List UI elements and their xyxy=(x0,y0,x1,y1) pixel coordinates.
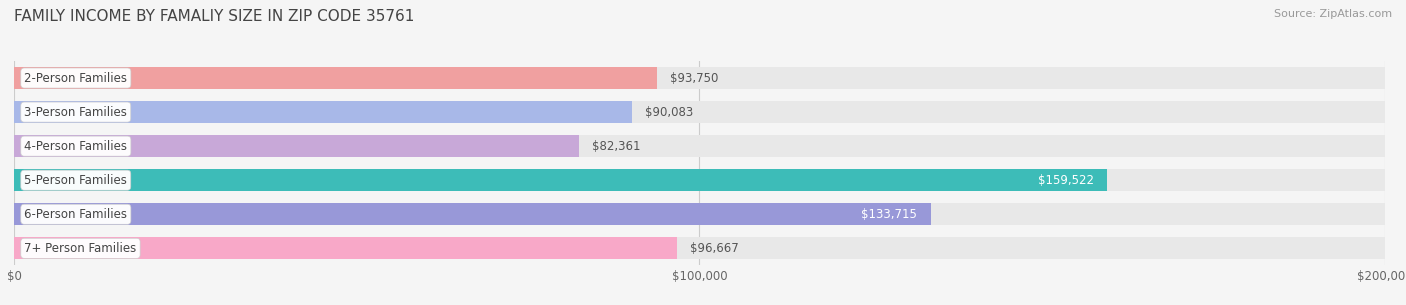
Bar xyxy=(14,169,1385,191)
Bar xyxy=(14,101,631,123)
Bar xyxy=(14,237,676,259)
Text: FAMILY INCOME BY FAMALIY SIZE IN ZIP CODE 35761: FAMILY INCOME BY FAMALIY SIZE IN ZIP COD… xyxy=(14,9,415,24)
Text: $90,083: $90,083 xyxy=(645,106,693,119)
Text: $159,522: $159,522 xyxy=(1038,174,1094,187)
Text: $133,715: $133,715 xyxy=(860,208,917,221)
Bar xyxy=(14,203,1385,225)
Bar xyxy=(14,101,1385,123)
Bar xyxy=(14,135,579,157)
Text: 6-Person Families: 6-Person Families xyxy=(24,208,128,221)
Bar xyxy=(14,237,1385,259)
Text: 2-Person Families: 2-Person Families xyxy=(24,72,128,84)
Bar xyxy=(14,135,1385,157)
Text: $96,667: $96,667 xyxy=(690,242,740,255)
Bar xyxy=(14,203,931,225)
Text: $93,750: $93,750 xyxy=(671,72,718,84)
Text: 4-Person Families: 4-Person Families xyxy=(24,140,128,152)
Text: 3-Person Families: 3-Person Families xyxy=(24,106,127,119)
Bar xyxy=(14,169,1108,191)
Text: 5-Person Families: 5-Person Families xyxy=(24,174,127,187)
Bar xyxy=(14,67,657,89)
Text: 7+ Person Families: 7+ Person Families xyxy=(24,242,136,255)
Text: $82,361: $82,361 xyxy=(592,140,641,152)
Text: Source: ZipAtlas.com: Source: ZipAtlas.com xyxy=(1274,9,1392,19)
Bar xyxy=(14,67,1385,89)
